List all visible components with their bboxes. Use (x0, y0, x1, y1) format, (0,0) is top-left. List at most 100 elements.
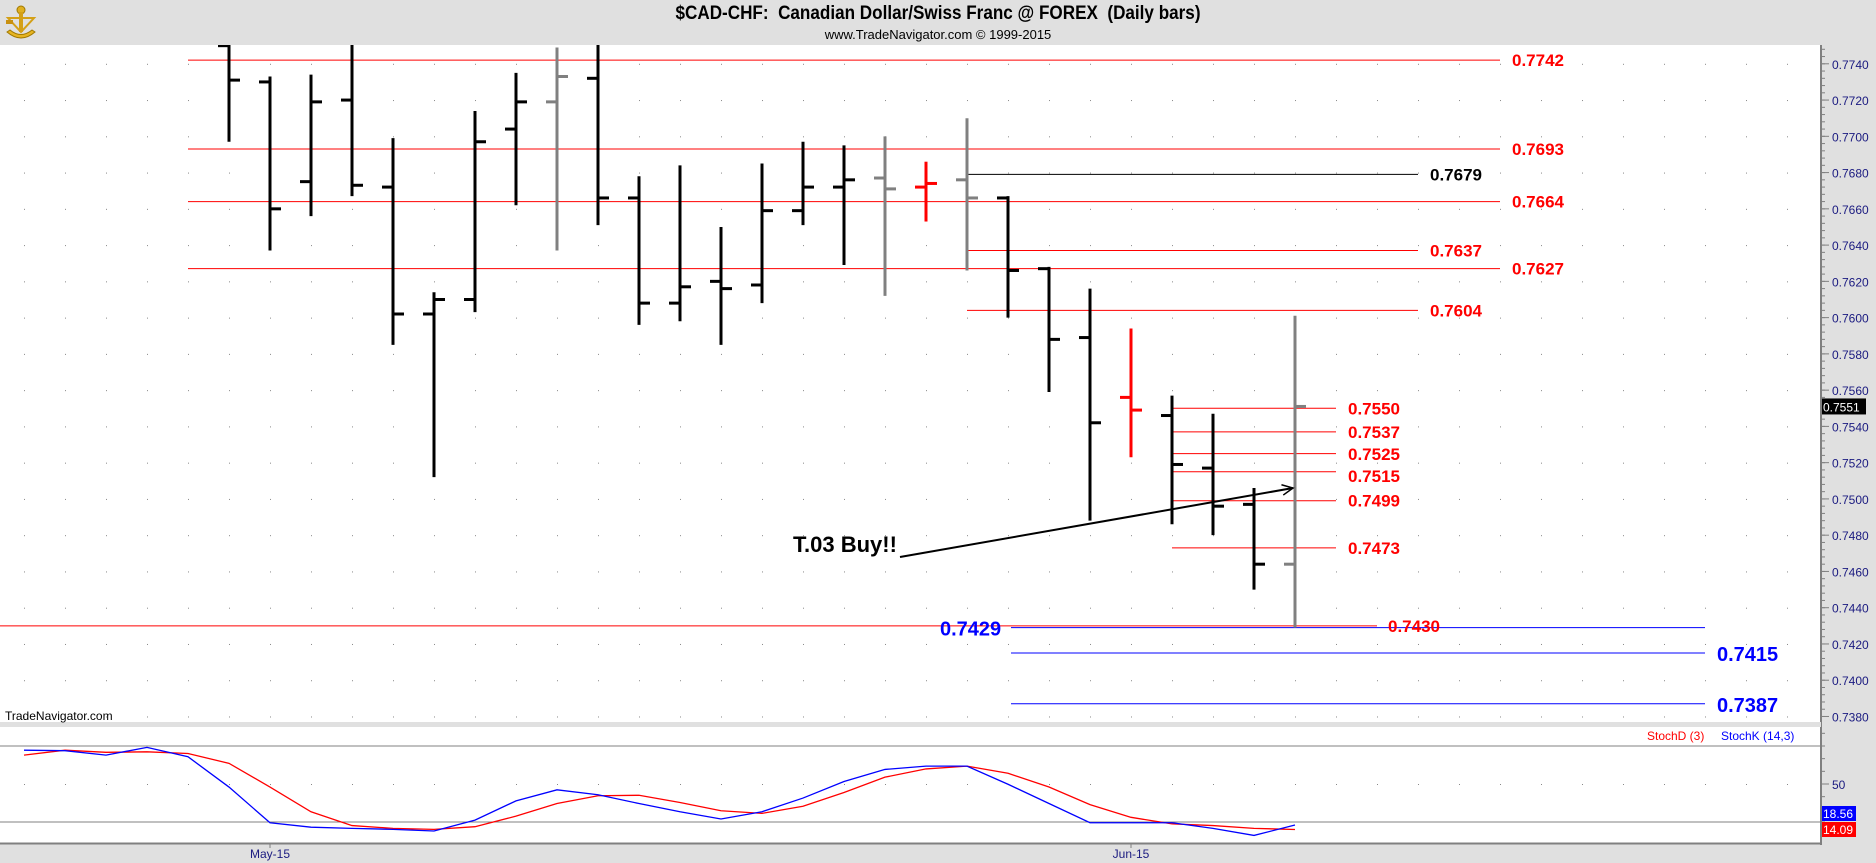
grid-dot (1664, 390, 1665, 392)
grid-dot (1582, 571, 1583, 573)
grid-dot (1500, 390, 1501, 392)
grid-dot (311, 498, 312, 500)
stoch-d-line (23, 749, 1296, 831)
main-plot-area (0, 45, 1821, 722)
grid-dot (147, 317, 148, 319)
ohlc-bar (956, 118, 978, 271)
grid-dot (1336, 643, 1337, 645)
grid-dot (721, 462, 722, 464)
grid-dot (1336, 680, 1337, 682)
grid-dot (1746, 172, 1747, 174)
grid-dot (311, 643, 312, 645)
price-tick-label: 0.7440 (1832, 602, 1869, 616)
grid-dot (598, 317, 599, 319)
stoch-d-last-value: 14.09 (1823, 823, 1853, 837)
grid-dot (1582, 462, 1583, 464)
grid-dot (1008, 390, 1009, 392)
grid-dot (844, 571, 845, 573)
legend-stochk: StochK (14,3) (1721, 729, 1794, 743)
grid-dot (1090, 136, 1091, 138)
grid-dot (1213, 136, 1214, 138)
grid-dot (1008, 317, 1009, 319)
grid-dot (1582, 716, 1583, 718)
grid-dot (1705, 498, 1706, 500)
grid-dot (270, 607, 271, 609)
grid-dot (1541, 462, 1542, 464)
grid-dot (680, 462, 681, 464)
grid-dot (516, 63, 517, 65)
grid-dot (1295, 100, 1296, 102)
grid-dot (1705, 571, 1706, 573)
grid-dot (147, 607, 148, 609)
grid-dot (1418, 172, 1419, 174)
grid-dot (762, 784, 763, 785)
level-label: 0.7499 (1348, 492, 1400, 511)
grid-dot (639, 63, 640, 65)
ohlc-bar (1284, 315, 1306, 628)
grid-dot (762, 390, 763, 392)
grid-dot (844, 680, 845, 682)
grid-dot (1500, 716, 1501, 718)
grid-dot (516, 208, 517, 210)
grid-dot (1377, 607, 1378, 609)
grid-dot (721, 784, 722, 785)
grid-dot (1377, 245, 1378, 247)
grid-dot (352, 281, 353, 283)
ohlc-bar (915, 161, 937, 222)
grid-dot (1459, 390, 1460, 392)
grid-dot (434, 643, 435, 645)
grid-dot (557, 462, 558, 464)
grid-dot (147, 571, 148, 573)
grid-dot (393, 535, 394, 537)
grid-dot (721, 63, 722, 65)
grid-dot (1787, 63, 1788, 65)
level-label: 0.7664 (1512, 193, 1565, 212)
ohlc-bar (1120, 328, 1142, 458)
grid-dot (1008, 136, 1009, 138)
grid-dot (1008, 462, 1009, 464)
grid-dot (1008, 716, 1009, 718)
grid-dot (721, 716, 722, 718)
grid-dot (844, 136, 845, 138)
grid-dot (1418, 498, 1419, 500)
grid-dot (885, 390, 886, 392)
grid-dot (229, 680, 230, 682)
grid-dot (475, 535, 476, 537)
grid-dot (639, 607, 640, 609)
grid-dot (557, 571, 558, 573)
grid-dot (1049, 245, 1050, 247)
grid-dot (967, 353, 968, 355)
level-label: 0.7604 (1430, 301, 1483, 320)
grid-dot (516, 498, 517, 500)
grid-dot (844, 63, 845, 65)
grid-dot (885, 643, 886, 645)
grid-dot (1049, 535, 1050, 537)
grid-dot (147, 462, 148, 464)
grid-dot (762, 535, 763, 537)
grid-dot (1664, 571, 1665, 573)
grid-dot (803, 784, 804, 785)
grid-dot (393, 716, 394, 718)
grid-dot (598, 462, 599, 464)
grid-dot (1746, 680, 1747, 682)
grid-dot (639, 172, 640, 174)
grid-dot (188, 317, 189, 319)
grid-dot (1049, 643, 1050, 645)
grid-dot (844, 426, 845, 428)
grid-dot (680, 498, 681, 500)
grid-dot (1500, 643, 1501, 645)
grid-dot (1459, 281, 1460, 283)
grid-dot (1090, 172, 1091, 174)
grid-dot (1172, 63, 1173, 65)
grid-dot (1541, 353, 1542, 355)
grid-dot (65, 317, 66, 319)
grid-dot (1459, 317, 1460, 319)
grid-dot (557, 643, 558, 645)
grid-dot (434, 680, 435, 682)
grid-dot (762, 136, 763, 138)
grid-dot (147, 426, 148, 428)
grid-dot (1049, 498, 1050, 500)
grid-dot (65, 390, 66, 392)
grid-dot (24, 63, 25, 65)
grid-dot (1172, 172, 1173, 174)
